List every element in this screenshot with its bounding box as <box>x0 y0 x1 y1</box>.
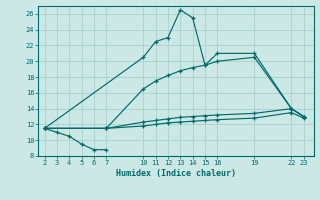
X-axis label: Humidex (Indice chaleur): Humidex (Indice chaleur) <box>116 169 236 178</box>
